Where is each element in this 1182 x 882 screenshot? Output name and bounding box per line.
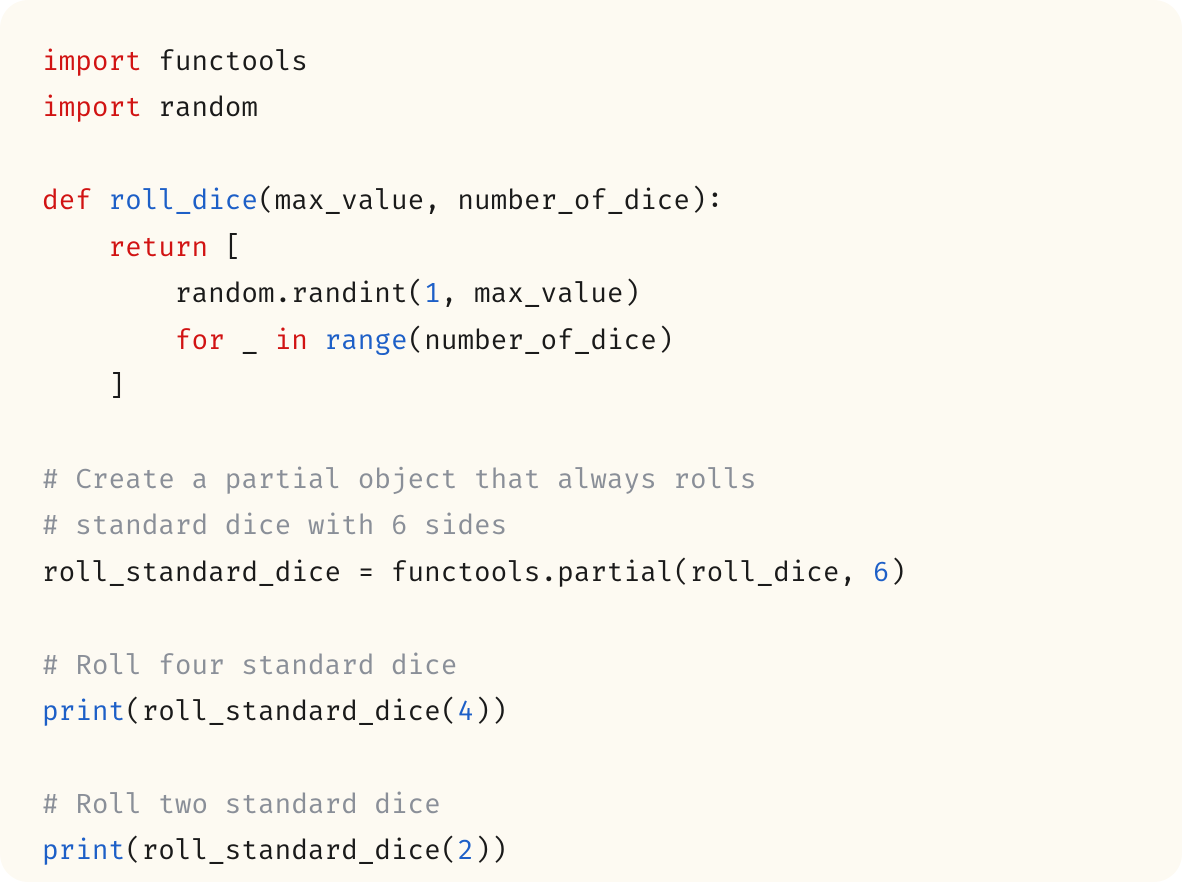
code-token: [ <box>208 232 241 265</box>
code-token: print <box>42 835 125 868</box>
code-token <box>42 418 59 451</box>
code-token: 6 <box>873 557 890 590</box>
code-token <box>92 185 109 218</box>
code-line: ] <box>42 365 1140 411</box>
code-line: print(roll_standard_dice(2)) <box>42 829 1140 875</box>
code-token: range <box>325 325 408 358</box>
code-line: # standard dice with 6 sides <box>42 504 1140 550</box>
code-line: # Create a partial object that always ro… <box>42 458 1140 504</box>
code-line: # Roll four standard dice <box>42 644 1140 690</box>
code-token <box>42 603 59 636</box>
code-token: , max_value) <box>441 278 640 311</box>
code-token <box>42 743 59 776</box>
code-token: 1 <box>424 278 441 311</box>
code-token: )) <box>474 696 507 729</box>
code-token: random <box>142 92 258 125</box>
code-token: roll_standard_dice = functools.partial(r… <box>42 557 873 590</box>
code-token: ] <box>42 371 125 404</box>
code-token: )) <box>474 835 507 868</box>
code-block: import functoolsimport random def roll_d… <box>42 40 1140 876</box>
code-token: import <box>42 46 142 79</box>
code-token: _ <box>225 325 275 358</box>
code-line: print(roll_standard_dice(4)) <box>42 690 1140 736</box>
code-token: ) <box>889 557 906 590</box>
code-token: # Roll two standard dice <box>42 789 441 822</box>
code-token <box>42 232 108 265</box>
code-line <box>42 597 1140 643</box>
code-token <box>308 325 325 358</box>
code-line <box>42 737 1140 783</box>
code-token: (max_value, number_of_dice): <box>258 185 723 218</box>
code-token <box>42 139 59 172</box>
code-token: print <box>42 696 125 729</box>
code-token: (number_of_dice) <box>408 325 674 358</box>
code-line: import random <box>42 86 1140 132</box>
code-token: 4 <box>457 696 474 729</box>
code-token: return <box>108 232 208 265</box>
code-line: roll_standard_dice = functools.partial(r… <box>42 551 1140 597</box>
code-token: roll_dice <box>108 185 258 218</box>
code-line <box>42 412 1140 458</box>
code-token: functools <box>142 46 308 79</box>
code-card: import functoolsimport random def roll_d… <box>0 0 1182 882</box>
code-token: # Create a partial object that always ro… <box>42 464 756 497</box>
code-token <box>42 325 175 358</box>
code-line: def roll_dice(max_value, number_of_dice)… <box>42 179 1140 225</box>
code-line: for _ in range(number_of_dice) <box>42 319 1140 365</box>
code-line: return [ <box>42 226 1140 272</box>
code-line <box>42 133 1140 179</box>
code-token: (roll_standard_dice( <box>125 696 457 729</box>
code-token: (roll_standard_dice( <box>125 835 457 868</box>
code-token: in <box>275 325 308 358</box>
code-token: 2 <box>457 835 474 868</box>
code-line: import functools <box>42 40 1140 86</box>
code-token: import <box>42 92 142 125</box>
code-token: for <box>175 325 225 358</box>
code-line: # Roll two standard dice <box>42 783 1140 829</box>
code-token: # standard dice with 6 sides <box>42 510 507 543</box>
code-token: def <box>42 185 92 218</box>
code-line: random.randint(1, max_value) <box>42 272 1140 318</box>
code-token: # Roll four standard dice <box>42 650 457 683</box>
code-token: random.randint( <box>42 278 424 311</box>
